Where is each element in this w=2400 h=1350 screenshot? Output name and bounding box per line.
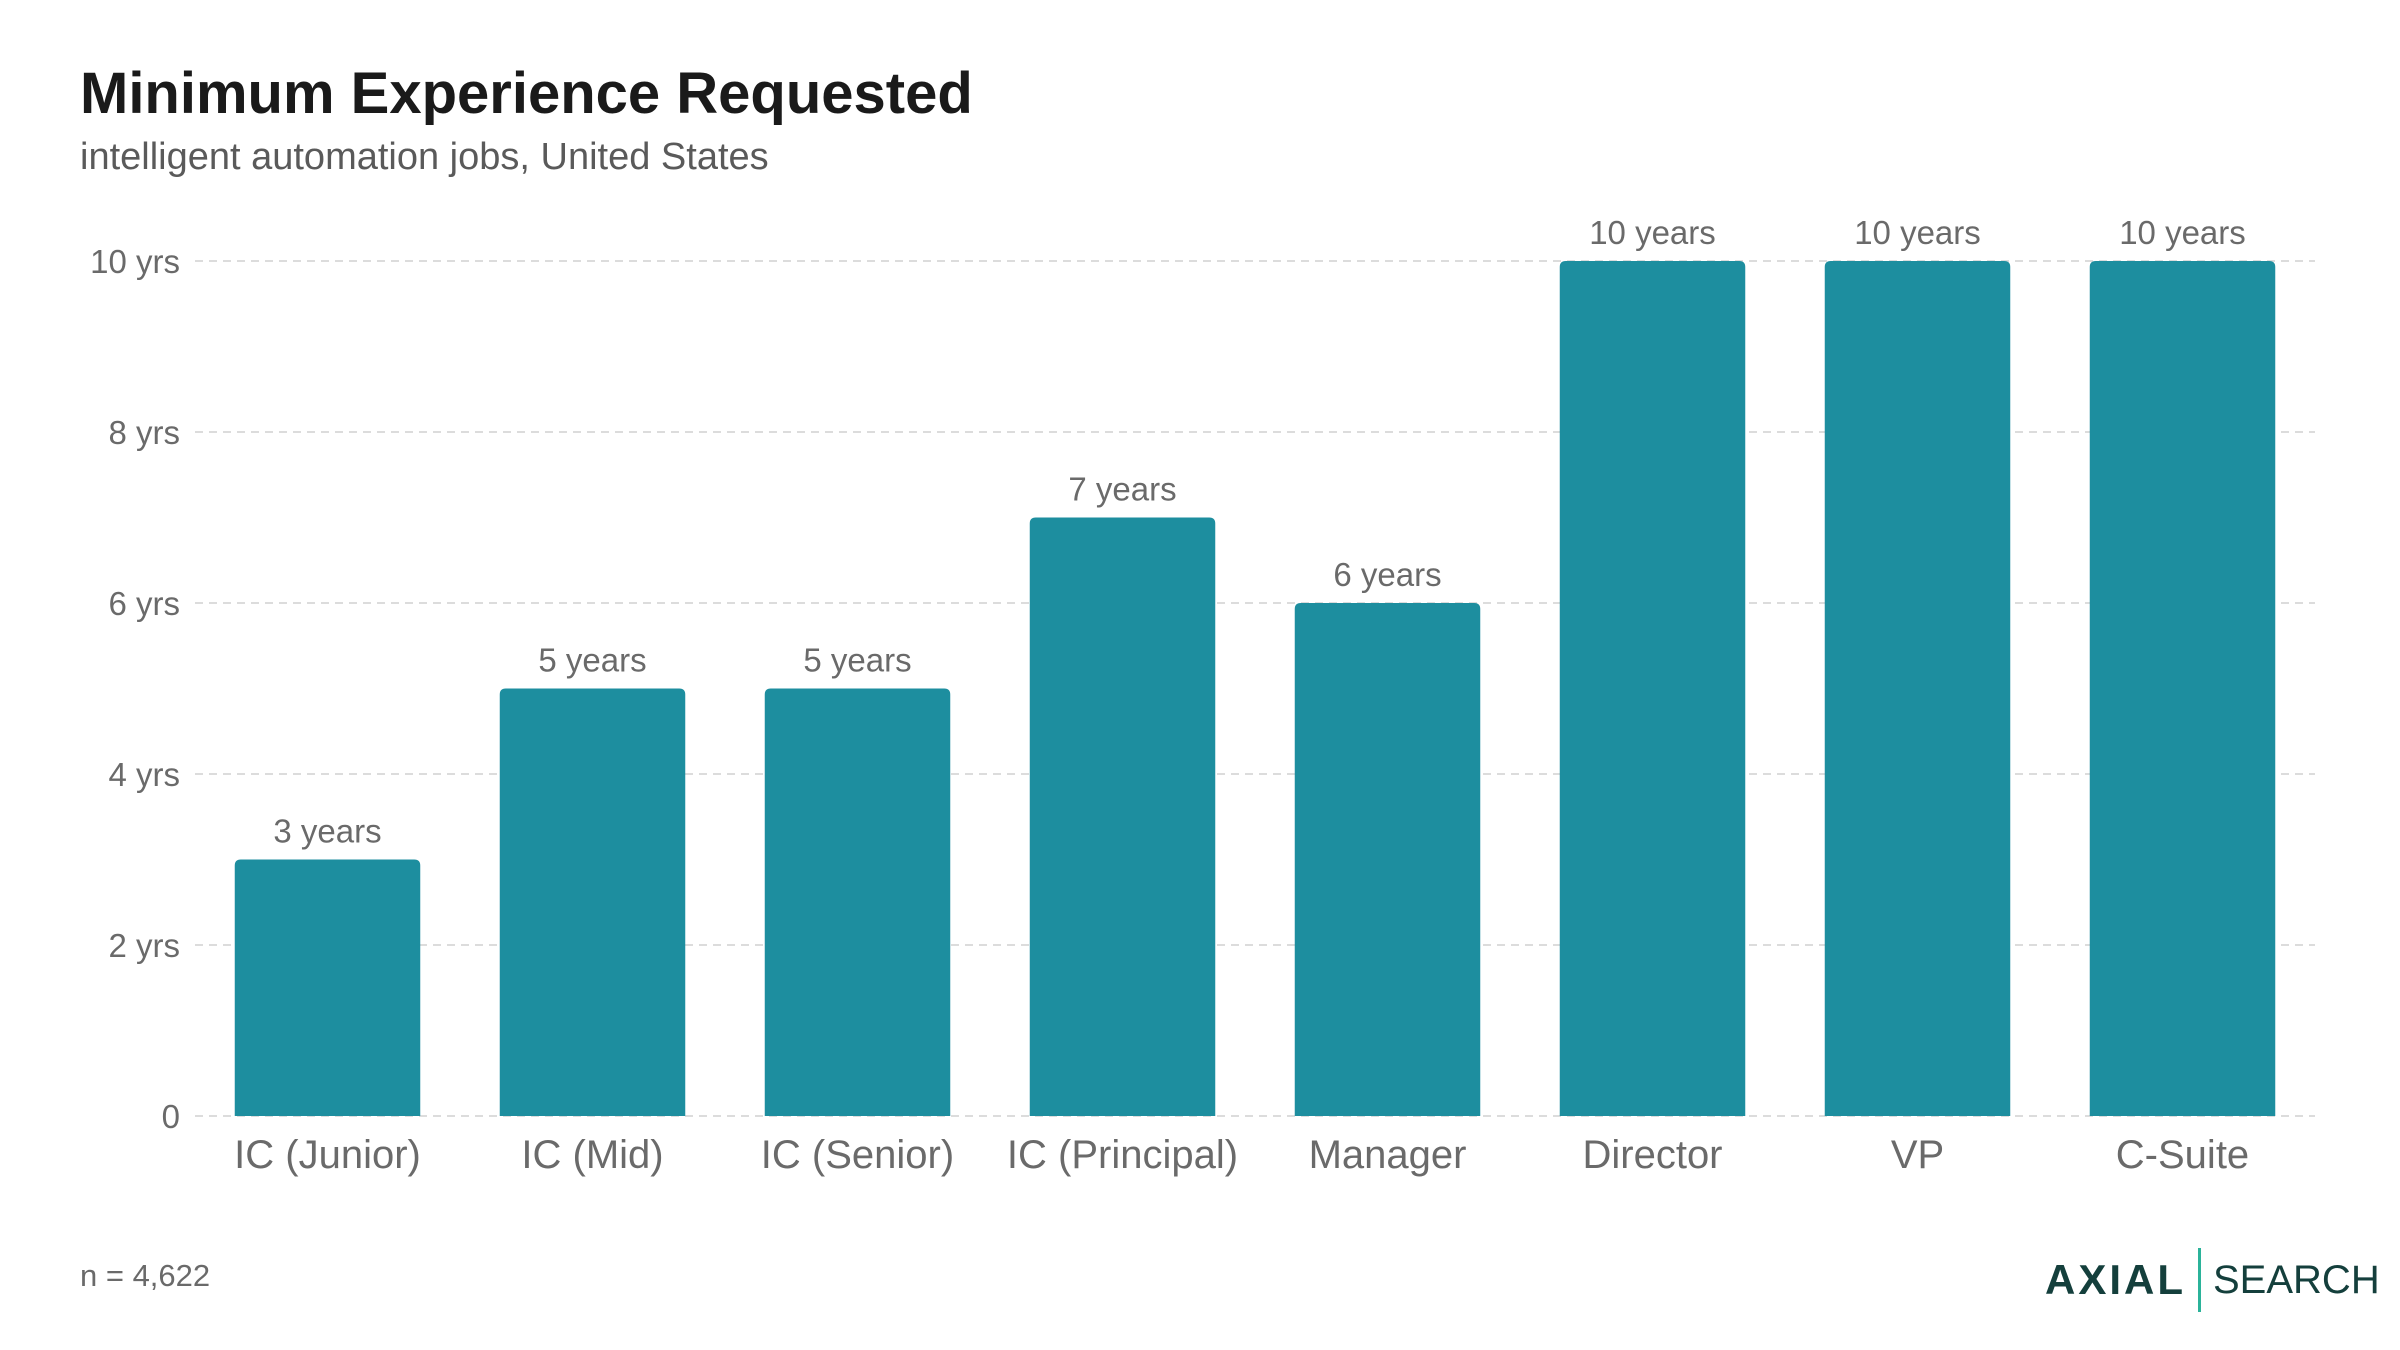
x-category-label: VP [1891, 1133, 1944, 1177]
bar-ic-junior [234, 859, 421, 1116]
y-tick-label: 4 yrs [108, 756, 180, 793]
y-tick-label: 0 [162, 1098, 180, 1135]
x-category-label: C-Suite [2116, 1133, 2249, 1177]
logo-primary-text: AXIAL [2045, 1256, 2186, 1303]
x-category-label: IC (Junior) [234, 1133, 421, 1177]
bar-ic-principal [1029, 517, 1216, 1116]
bar-value-label: 10 years [1854, 214, 1981, 251]
bar-value-label: 3 years [273, 813, 381, 850]
chart-title: Minimum Experience Requested [80, 61, 973, 126]
logo-secondary-text: SEARCH [2213, 1257, 2380, 1302]
x-category-label: IC (Senior) [761, 1133, 954, 1177]
y-tick-label: 10 yrs [90, 243, 180, 280]
axial-search-logo: AXIAL SEARCH [2045, 1248, 2380, 1312]
chart-subtitle: intelligent automation jobs, United Stat… [80, 136, 769, 178]
bar-director [1559, 261, 1746, 1116]
y-tick-label: 8 yrs [108, 414, 180, 451]
x-category-label: IC (Principal) [1007, 1133, 1238, 1177]
bar-c-suite [2089, 261, 2276, 1116]
bar-value-label: 5 years [538, 642, 646, 679]
bar-value-label: 5 years [803, 642, 911, 679]
bar-value-label: 6 years [1333, 556, 1441, 593]
x-category-label: Manager [1309, 1133, 1467, 1177]
bar-value-label: 10 years [2119, 214, 2246, 251]
bar-layer [234, 261, 2276, 1116]
x-category-label: Director [1582, 1133, 1722, 1177]
bar-value-label: 7 years [1068, 471, 1176, 508]
bar-ic-mid [499, 688, 686, 1116]
y-tick-label: 6 yrs [108, 585, 180, 622]
x-category-label: IC (Mid) [521, 1133, 663, 1177]
y-tick-label: 2 yrs [108, 927, 180, 964]
bar-value-label: 10 years [1589, 214, 1716, 251]
logo-divider [2198, 1248, 2201, 1312]
bar-ic-senior [764, 688, 951, 1116]
label-layer: 0 2 yrs 4 yrs 6 yrs 8 yrs 10 yrs 3 years IC (Ju… [90, 214, 2249, 1177]
bar-vp [1824, 261, 2011, 1116]
bar-manager [1294, 603, 1481, 1116]
sample-size-note: n = 4,622 [80, 1258, 211, 1293]
